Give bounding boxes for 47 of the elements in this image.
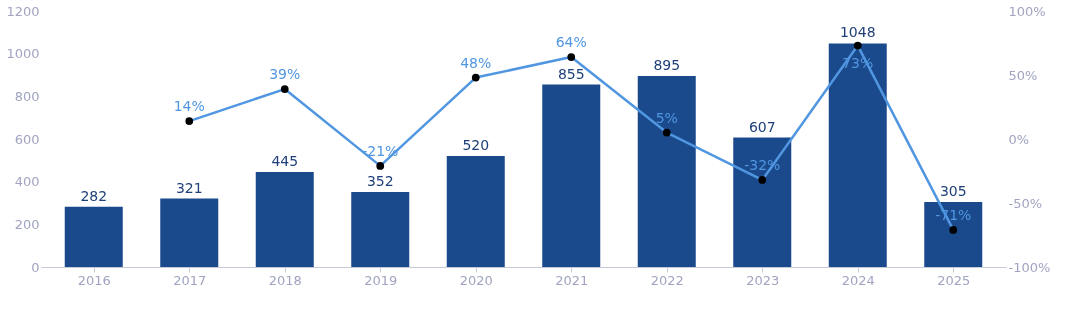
data-label: 1048 <box>839 24 876 41</box>
y2-tick-label: -100% <box>1008 259 1051 275</box>
x-tick-label: 2018 <box>268 272 302 288</box>
y-tick-label: 600 <box>14 131 40 147</box>
y-tick-label: 0 <box>31 259 40 275</box>
bar <box>733 137 792 267</box>
x-tick-label: 2020 <box>459 272 493 288</box>
bar <box>160 198 219 267</box>
y2-tick-label: -50% <box>1008 195 1043 211</box>
y2-tick-label: 100% <box>1008 3 1046 19</box>
bar <box>828 43 887 267</box>
y2-tick-label: 0% <box>1008 131 1030 147</box>
y2-tick-label: 50% <box>1008 67 1038 83</box>
data-label: 48% <box>460 54 492 71</box>
bar <box>351 191 410 267</box>
data-label: 895 <box>653 57 681 74</box>
x-tick-label: 2023 <box>746 272 780 288</box>
y-tick-label: 800 <box>14 88 40 104</box>
data-label: 5% <box>655 109 678 126</box>
data-label: 607 <box>748 118 776 135</box>
bar <box>924 201 983 267</box>
data-label: 39% <box>269 66 301 83</box>
data-label: 14% <box>173 98 205 115</box>
x-tick-label: 2024 <box>841 272 875 288</box>
y-tick-label: 400 <box>14 174 40 190</box>
y-tick-label: 1000 <box>6 46 40 62</box>
data-label: 305 <box>939 182 967 199</box>
x-tick-label: 2021 <box>555 272 589 288</box>
bar <box>446 156 505 267</box>
bar <box>64 206 123 267</box>
data-label: 64% <box>555 34 587 51</box>
bar <box>255 172 314 267</box>
bar <box>542 84 601 267</box>
x-tick-label: 2022 <box>650 272 684 288</box>
data-label: 352 <box>366 172 394 189</box>
data-label: 855 <box>557 65 585 82</box>
data-label: 445 <box>271 153 299 170</box>
x-tick-label: 2016 <box>77 272 111 288</box>
x-tick-label: 2025 <box>937 272 971 288</box>
bar <box>637 76 696 267</box>
x-tick-label: 2019 <box>364 272 398 288</box>
x-tick-label: 2017 <box>173 272 207 288</box>
data-label: 321 <box>175 179 203 196</box>
data-label: 282 <box>80 187 108 204</box>
data-label: 520 <box>462 137 490 154</box>
y-tick-label: 200 <box>14 216 40 232</box>
y-tick-label: 1200 <box>6 3 40 19</box>
